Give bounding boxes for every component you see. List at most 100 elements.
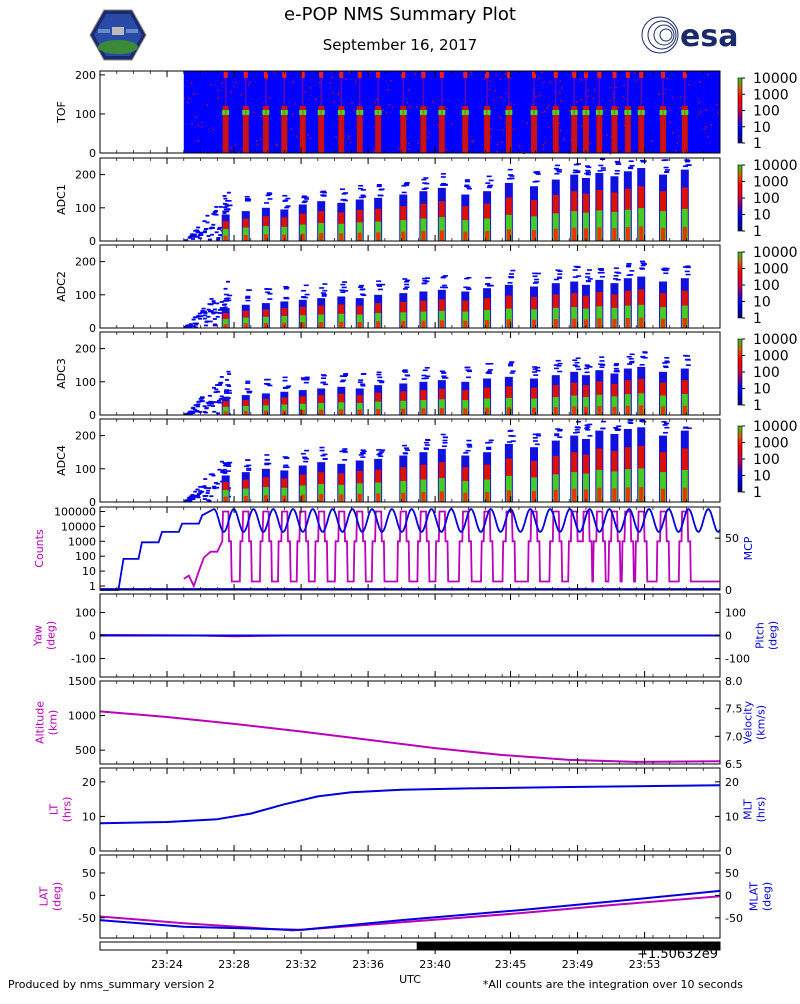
tof-noise-pixel	[451, 123, 453, 125]
adc-outlier-pixel	[508, 363, 514, 365]
adc-outlier-pixel	[641, 356, 647, 359]
adc-outlier-pixel	[304, 377, 310, 380]
adc-outlier-pixel	[340, 199, 346, 201]
adc-scatter-pixel	[192, 233, 197, 236]
adc-scatter-pixel	[227, 385, 232, 388]
adc-burst-base	[439, 230, 444, 241]
adc-burst-base	[506, 229, 511, 241]
adc-outlier-pixel	[599, 356, 605, 358]
adc-outlier-pixel	[663, 272, 669, 275]
tof-noise-pixel	[295, 135, 298, 138]
adc-outlier-pixel	[443, 183, 449, 186]
adc-scatter-pixel	[214, 401, 219, 404]
adc-burst-core-green	[400, 400, 407, 415]
adc-burst-core-green	[582, 473, 589, 502]
tof-noise-pixel	[679, 96, 682, 99]
tof-noise-pixel	[194, 116, 197, 118]
footer-right-note: *All counts are the integration over 10 …	[483, 978, 743, 991]
adc-scatter-pixel	[205, 492, 210, 494]
adc-outlier-pixel	[535, 272, 541, 275]
adc-outlier-pixel	[664, 426, 670, 429]
adc-outlier-pixel	[361, 372, 367, 375]
adc-outlier-pixel	[488, 179, 494, 182]
adc-outlier-pixel	[267, 384, 273, 387]
esa-wordmark: esa	[680, 19, 738, 54]
adc-burst-core-green	[596, 210, 603, 241]
adc-outlier-pixel	[629, 270, 635, 272]
tof-noise-pixel	[498, 116, 501, 118]
adc-burst-base	[485, 492, 490, 502]
adc-scatter-pixel	[183, 326, 188, 329]
adc-burst-core-green	[681, 394, 688, 415]
adc-outlier-pixel	[442, 439, 448, 442]
adc-outlier-pixel	[227, 461, 233, 464]
adc-outlier-pixel	[508, 273, 514, 275]
adc-outlier-pixel	[682, 427, 688, 429]
adc-outlier-pixel	[532, 272, 538, 275]
adc-burst-core-green	[356, 222, 363, 241]
adc-burst-core-green	[338, 313, 345, 328]
adc-outlier-pixel	[639, 363, 645, 366]
tof-noise-pixel	[230, 147, 232, 150]
tof-noise-pixel	[408, 142, 410, 145]
adc-outlier-pixel	[507, 364, 513, 367]
adc-outlier-pixel	[465, 186, 471, 188]
adc-burst-core-green	[400, 312, 407, 328]
tof-noise-pixel	[489, 88, 491, 90]
tof-noise-pixel	[705, 109, 708, 111]
adc-scatter-pixel	[190, 412, 195, 415]
tof-noise-pixel	[407, 88, 410, 91]
tof-noise-pixel	[408, 106, 411, 108]
tof-noise-pixel	[309, 87, 312, 89]
adc-scatter-pixel	[214, 311, 219, 314]
tof-burst-column	[660, 105, 667, 153]
adc-scatter-pixel	[204, 407, 209, 410]
adc-outlier-pixel	[322, 458, 328, 460]
right-ylabel-line: MLAT	[748, 882, 761, 912]
tof-burst-band-100	[552, 109, 560, 115]
adc-scatter-pixel	[192, 496, 197, 498]
adc-scatter-pixel	[184, 499, 189, 502]
panel-altitude-velocity: 500 1000 1500 6.5 7.0 7.5 8.0 Altitude(km) Veloc…	[34, 675, 768, 771]
x-tick-label: 23:45	[495, 958, 527, 971]
colorbar-tick-label: 100	[753, 452, 780, 468]
adc-burst-base	[532, 407, 536, 415]
adc-outlier-pixel	[465, 376, 471, 379]
adc-outlier-pixel	[664, 422, 670, 425]
x-tick-label: 23:53	[629, 958, 661, 971]
tof-burst-streak	[441, 71, 443, 153]
adc-outlier-pixel	[245, 299, 251, 302]
tof-noise-pixel	[354, 80, 357, 83]
adc-outlier-pixel	[321, 194, 327, 197]
adc-outlier-pixel	[321, 293, 327, 296]
adc-scatter-pixel	[213, 323, 218, 326]
tof-noise-pixel	[489, 80, 492, 82]
adc-outlier-pixel	[572, 359, 578, 362]
adc-outlier-pixel	[614, 169, 620, 172]
adc-ylabel: ADC1	[55, 184, 68, 215]
adc-burst-base	[682, 318, 687, 328]
left-ylabel-line: LT	[48, 804, 61, 816]
adc-burst-core-green	[660, 307, 667, 328]
adc-scatter-pixel	[222, 306, 227, 309]
adc-outlier-pixel	[507, 441, 513, 443]
adc-outlier-pixel	[303, 284, 309, 287]
adc-outlier-pixel	[486, 446, 492, 449]
tof-noise-pixel	[275, 144, 278, 147]
adc-scatter-pixel	[224, 378, 229, 381]
adc-burst-core-green	[638, 468, 645, 502]
adc-outlier-pixel	[662, 424, 668, 426]
adc-outlier-pixel	[508, 174, 514, 176]
adc-outlier-pixel	[685, 266, 691, 269]
adc-scatter-pixel	[207, 238, 212, 241]
counts-ytick-label: 10	[82, 565, 96, 578]
adc-burst-base	[300, 233, 305, 241]
adc-outlier-pixel	[574, 365, 580, 368]
adc-outlier-pixel	[586, 269, 592, 271]
adc-burst-base	[421, 231, 426, 241]
tof-noise-pixel	[201, 126, 203, 128]
adc-scatter-pixel	[203, 312, 208, 314]
tof-noise-pixel	[558, 91, 561, 94]
adc-outlier-pixel	[283, 285, 289, 288]
adc-scatter-pixel	[212, 485, 217, 488]
